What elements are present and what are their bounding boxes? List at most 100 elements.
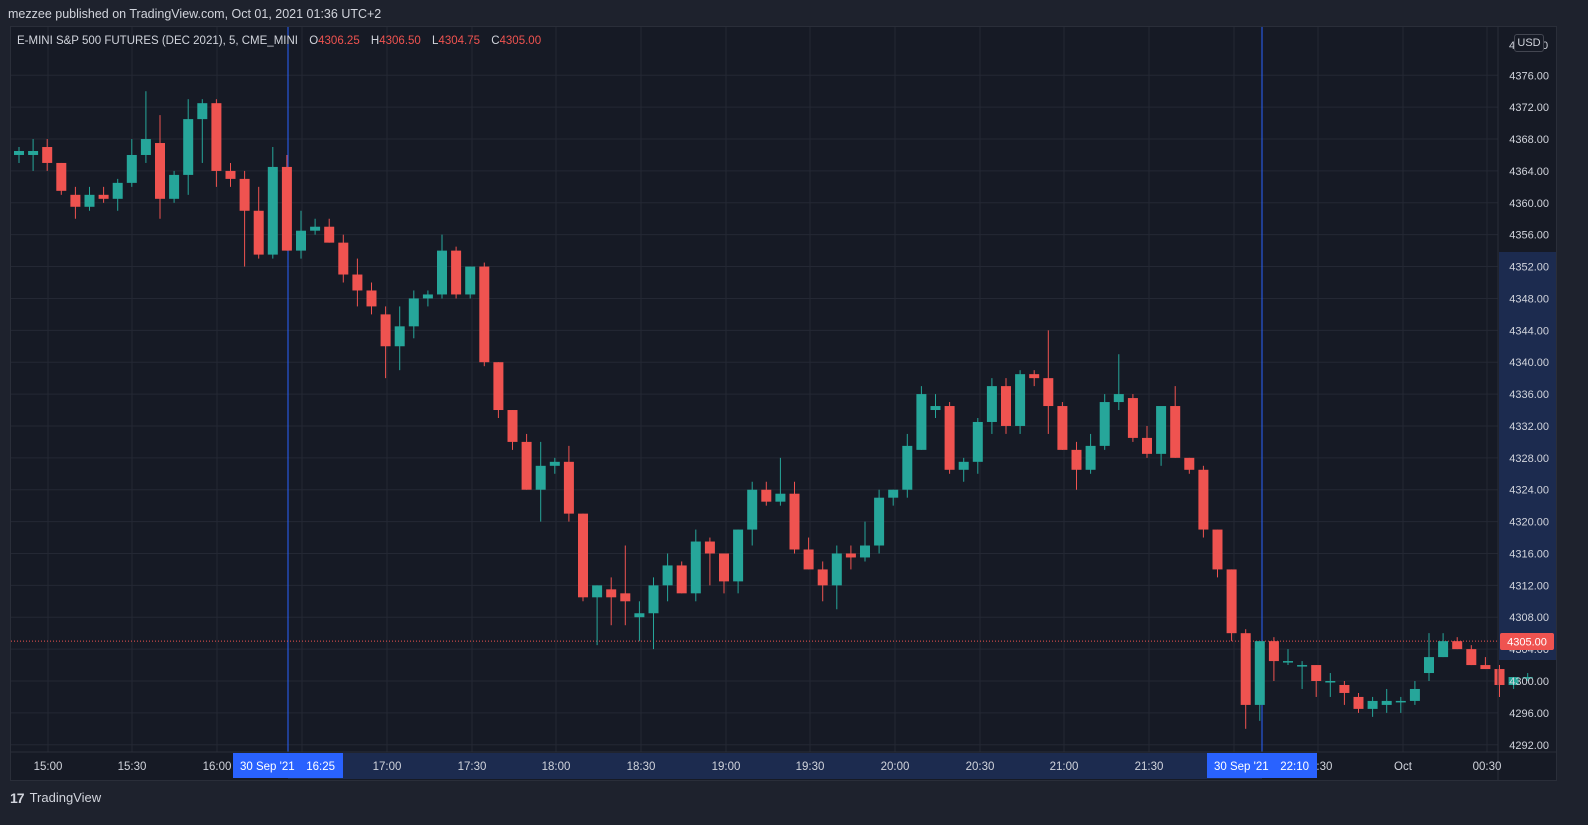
candle-body[interactable] xyxy=(1142,437,1152,454)
candle-body[interactable] xyxy=(1240,633,1251,705)
candle-body[interactable] xyxy=(1170,406,1181,458)
candle-body[interactable] xyxy=(845,553,856,558)
candle-body[interactable] xyxy=(620,593,631,602)
candle-body[interactable] xyxy=(733,529,744,582)
candle-body[interactable] xyxy=(1015,374,1026,426)
candle-body[interactable] xyxy=(451,250,462,295)
candle-body[interactable] xyxy=(860,545,870,558)
candle-body[interactable] xyxy=(648,585,659,614)
candle-body[interactable] xyxy=(465,266,476,295)
candle-body[interactable] xyxy=(930,406,941,411)
candle-body[interactable] xyxy=(169,174,180,199)
candle-body[interactable] xyxy=(1438,641,1449,658)
candle-body[interactable] xyxy=(140,139,151,155)
candle-body[interactable] xyxy=(1198,469,1209,530)
candle-body[interactable] xyxy=(719,553,729,582)
candle-body[interactable] xyxy=(310,226,321,231)
candle-body[interactable] xyxy=(1494,669,1505,685)
candle-body[interactable] xyxy=(98,194,109,199)
candle-body[interactable] xyxy=(112,182,123,199)
candle-body[interactable] xyxy=(56,162,67,191)
candle-body[interactable] xyxy=(1099,402,1110,446)
candle-body[interactable] xyxy=(874,497,885,546)
candle-body[interactable] xyxy=(281,166,292,251)
candle-body[interactable] xyxy=(183,119,194,175)
candle-body[interactable] xyxy=(676,565,687,594)
candle-body[interactable] xyxy=(1113,394,1124,403)
candle-body[interactable] xyxy=(817,569,828,586)
candle-body[interactable] xyxy=(1508,677,1519,685)
candle-body[interactable] xyxy=(211,103,222,171)
candle-body[interactable] xyxy=(775,493,786,502)
candle-body[interactable] xyxy=(1367,700,1378,709)
candle-body[interactable] xyxy=(1043,378,1054,407)
candle-body[interactable] xyxy=(338,242,349,275)
candle-body[interactable] xyxy=(986,386,997,422)
tradingview-logo-icon[interactable]: 17 xyxy=(10,790,25,806)
candle-body[interactable] xyxy=(1522,677,1533,679)
candle-body[interactable] xyxy=(42,147,53,163)
candle-body[interactable] xyxy=(761,489,772,502)
candle-body[interactable] xyxy=(1452,641,1463,650)
candle-body[interactable] xyxy=(789,493,800,550)
candle-body[interactable] xyxy=(14,150,24,155)
candle-body[interactable] xyxy=(1184,457,1195,470)
candle-body[interactable] xyxy=(1325,681,1336,683)
candle-body[interactable] xyxy=(944,406,955,470)
candle-body[interactable] xyxy=(1156,406,1167,454)
candle-body[interactable] xyxy=(1001,386,1011,426)
candle-body[interactable] xyxy=(1424,657,1434,674)
candle-body[interactable] xyxy=(549,461,560,466)
candle-body[interactable] xyxy=(1395,700,1406,703)
candle-body[interactable] xyxy=(1268,641,1279,662)
candle-body[interactable] xyxy=(324,226,335,243)
candle-body[interactable] xyxy=(634,613,645,618)
candle-body[interactable] xyxy=(352,274,363,291)
candle-body[interactable] xyxy=(1283,661,1293,663)
candle-body[interactable] xyxy=(507,410,518,442)
candle-body[interactable] xyxy=(916,394,927,450)
candle-body[interactable] xyxy=(1409,688,1420,701)
candle-body[interactable] xyxy=(1226,569,1237,634)
candle-body[interactable] xyxy=(239,178,250,211)
chart-frame[interactable] xyxy=(10,26,1557,781)
candle-body[interactable] xyxy=(1297,665,1308,667)
currency-button[interactable]: USD xyxy=(1514,34,1544,52)
candle-body[interactable] xyxy=(803,549,814,570)
candle-body[interactable] xyxy=(690,541,701,594)
candle-body[interactable] xyxy=(662,565,673,586)
candle-body[interactable] xyxy=(831,553,842,586)
candle-body[interactable] xyxy=(493,362,504,411)
candle-body[interactable] xyxy=(296,230,306,251)
candle-body[interactable] xyxy=(126,154,137,183)
candle-body[interactable] xyxy=(253,210,264,255)
candle-body[interactable] xyxy=(1127,398,1138,438)
candle-body[interactable] xyxy=(437,250,447,295)
candle-body[interactable] xyxy=(1353,696,1364,709)
candle-body[interactable] xyxy=(155,143,165,199)
candle-body[interactable] xyxy=(70,194,81,207)
candle-body[interactable] xyxy=(197,103,208,120)
candle-body[interactable] xyxy=(592,585,603,598)
candle-body[interactable] xyxy=(422,294,433,299)
candle-body[interactable] xyxy=(380,314,391,347)
candle-body[interactable] xyxy=(578,513,588,598)
candle-body[interactable] xyxy=(1071,449,1082,470)
candle-body[interactable] xyxy=(225,170,236,179)
candle-body[interactable] xyxy=(479,266,490,363)
candle-body[interactable] xyxy=(366,290,377,307)
candle-body[interactable] xyxy=(1254,641,1265,705)
candle-body[interactable] xyxy=(972,421,983,462)
candle-body[interactable] xyxy=(1029,374,1040,379)
candle-body[interactable] xyxy=(1381,700,1392,705)
candle-body[interactable] xyxy=(394,326,405,347)
candle-body[interactable] xyxy=(747,489,758,530)
candle-body[interactable] xyxy=(1466,649,1477,666)
candle-body[interactable] xyxy=(888,489,899,498)
candle-body[interactable] xyxy=(704,541,715,554)
symbol-name[interactable]: E-MINI S&P 500 FUTURES (DEC 2021), 5, CM… xyxy=(17,35,298,47)
candle-body[interactable] xyxy=(563,461,574,514)
candle-body[interactable] xyxy=(408,298,419,327)
candle-body[interactable] xyxy=(535,465,546,490)
